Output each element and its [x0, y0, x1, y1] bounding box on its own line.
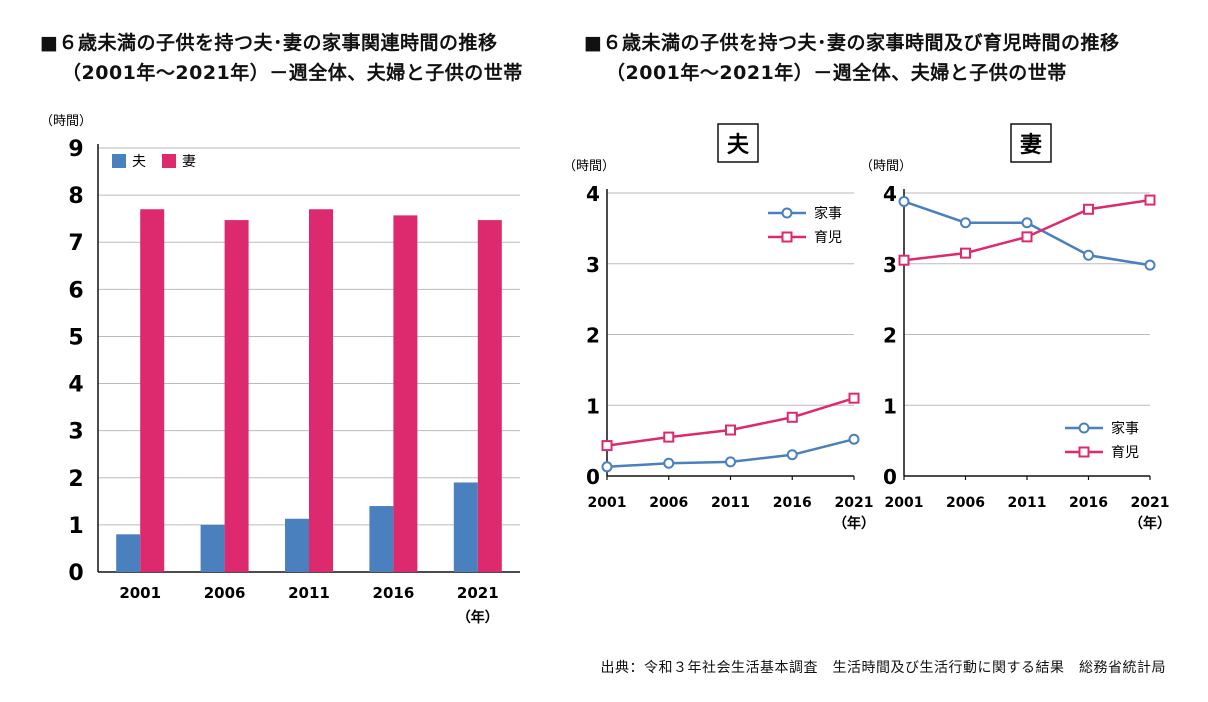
bar-husband-2016: [369, 506, 394, 572]
bar-wife-2006: [224, 220, 249, 572]
line-point-childcare: [725, 424, 736, 436]
line-legend-label: 育児: [1111, 445, 1139, 461]
line-y-tick-label: 4: [883, 182, 897, 206]
left-title-line2: （2001年～2021年）－週全体、夫婦と子供の世帯: [62, 62, 523, 84]
line-x-tick-label: 2006: [649, 495, 688, 511]
line-point-childcare: [898, 254, 910, 266]
line-point-housework: [1083, 249, 1094, 261]
bar-wife-2011: [309, 209, 333, 572]
bar-x-tick-label: 2011: [288, 584, 330, 602]
bar-y-tick-label: 6: [68, 278, 83, 303]
line-y-tick-label: 3: [586, 253, 600, 277]
line-point-childcare: [1021, 231, 1033, 243]
line-y-tick-label: 2: [586, 324, 600, 348]
bar-x-tick-label: 2006: [204, 584, 246, 602]
right-title-line1: ■６歳未満の子供を持つ夫･妻の家事時間及び育児時間の推移: [584, 32, 1120, 54]
bar-wife-2001: [140, 209, 165, 572]
line-point-childcare: [960, 247, 971, 259]
bar-husband-2001: [116, 534, 141, 572]
line-legend-label: 家事: [814, 205, 842, 222]
bar-x-unit-label: （年）: [457, 609, 499, 626]
line-point-childcare: [848, 392, 860, 404]
bar-husband-2011: [285, 518, 309, 572]
line-point-housework: [848, 433, 860, 445]
bar-x-tick-label: 2021: [457, 584, 499, 602]
line-point-childcare: [786, 411, 798, 423]
line-series-childcare: [903, 198, 1151, 262]
line-point-housework: [725, 456, 736, 468]
bar-y-tick-label: 1: [68, 514, 83, 539]
line-y-tick-label: 1: [586, 394, 600, 418]
bar-legend-label: 妻: [182, 154, 196, 170]
line-point-childcare: [601, 440, 613, 452]
line-x-tick-label: 2006: [946, 495, 985, 511]
bar-wife-2021: [477, 220, 502, 572]
bar-legend-swatch: [162, 154, 176, 168]
line-y-tick-label: 0: [883, 465, 897, 489]
bar-wife-2016: [393, 215, 418, 572]
bar-x-tick-label: 2001: [119, 584, 161, 602]
panel-title: 妻: [1020, 132, 1042, 158]
line-point-childcare: [1144, 194, 1156, 206]
bar-husband-2021: [453, 482, 478, 572]
line-y-axis-label: （時間）: [563, 159, 615, 174]
bar-y-tick-label: 2: [68, 467, 83, 492]
line-legend-label: 育児: [814, 230, 842, 246]
right-chart-title: ■６歳未満の子供を持つ夫･妻の家事時間及び育児時間の推移 （2001年～2021…: [584, 28, 1119, 88]
line-point-housework: [786, 449, 798, 461]
bar-x-tick-label: 2016: [373, 584, 415, 602]
line-point-childcare: [663, 431, 675, 443]
left-title-line1: ■６歳未満の子供を持つ夫･妻の家事関連時間の推移: [40, 32, 498, 54]
line-x-tick-label: 2001: [588, 495, 627, 511]
bar-y-tick-label: 3: [68, 420, 83, 445]
line-x-tick-label: 2016: [773, 495, 812, 511]
line-legend-marker: [1078, 446, 1090, 458]
bar-y-tick-label: 4: [68, 373, 83, 398]
line-legend-marker: [1078, 422, 1090, 434]
line-y-tick-label: 4: [586, 182, 600, 206]
line-x-tick-label: 2021: [1131, 495, 1170, 511]
line-y-tick-label: 3: [883, 253, 897, 277]
bar-y-tick-label: 7: [68, 231, 83, 256]
line-y-tick-label: 0: [586, 465, 600, 489]
bar-y-tick-label: 0: [68, 561, 83, 586]
line-x-tick-label: 2016: [1069, 495, 1108, 511]
line-x-unit-label: （年）: [833, 515, 875, 532]
bar-y-tick-label: 9: [68, 137, 83, 162]
line-point-childcare: [1083, 203, 1094, 215]
bar-legend-swatch: [112, 154, 126, 168]
right-title-line2: （2001年～2021年）－週全体、夫婦と子供の世帯: [606, 62, 1067, 84]
left-chart-title: ■６歳未満の子供を持つ夫･妻の家事関連時間の推移 （2001年～2021年）－週…: [40, 28, 523, 88]
bar-y-tick-label: 8: [68, 184, 83, 209]
line-x-tick-label: 2021: [835, 495, 874, 511]
line-x-tick-label: 2001: [885, 495, 924, 511]
line-y-axis-label: （時間）: [860, 159, 912, 174]
bar-y-tick-label: 5: [68, 325, 83, 350]
line-point-housework: [898, 195, 910, 207]
line-point-housework: [960, 217, 971, 229]
panel-title-box: [717, 123, 759, 163]
bar-y-axis-label: （時間）: [40, 114, 92, 129]
panel-title: 夫: [727, 133, 750, 158]
line-x-tick-label: 2011: [1008, 495, 1047, 511]
line-y-tick-label: 1: [883, 394, 897, 418]
line-point-housework: [1144, 259, 1156, 271]
panel-title-box: [1010, 123, 1052, 163]
line-y-tick-label: 2: [883, 324, 897, 348]
line-point-housework: [601, 461, 613, 473]
line-legend-label: 家事: [1111, 420, 1139, 437]
line-point-housework: [1021, 217, 1033, 229]
line-x-unit-label: （年）: [1129, 515, 1171, 532]
line-point-housework: [663, 457, 675, 469]
bar-legend-label: 夫: [132, 154, 146, 170]
source-credit: 出典：令和３年社会生活基本調査 生活時間及び生活行動に関する結果 総務省統計局: [600, 660, 1166, 676]
bar-husband-2006: [200, 524, 225, 572]
line-legend-marker: [781, 207, 793, 219]
line-x-tick-label: 2011: [711, 495, 750, 511]
line-legend-marker: [781, 231, 793, 243]
